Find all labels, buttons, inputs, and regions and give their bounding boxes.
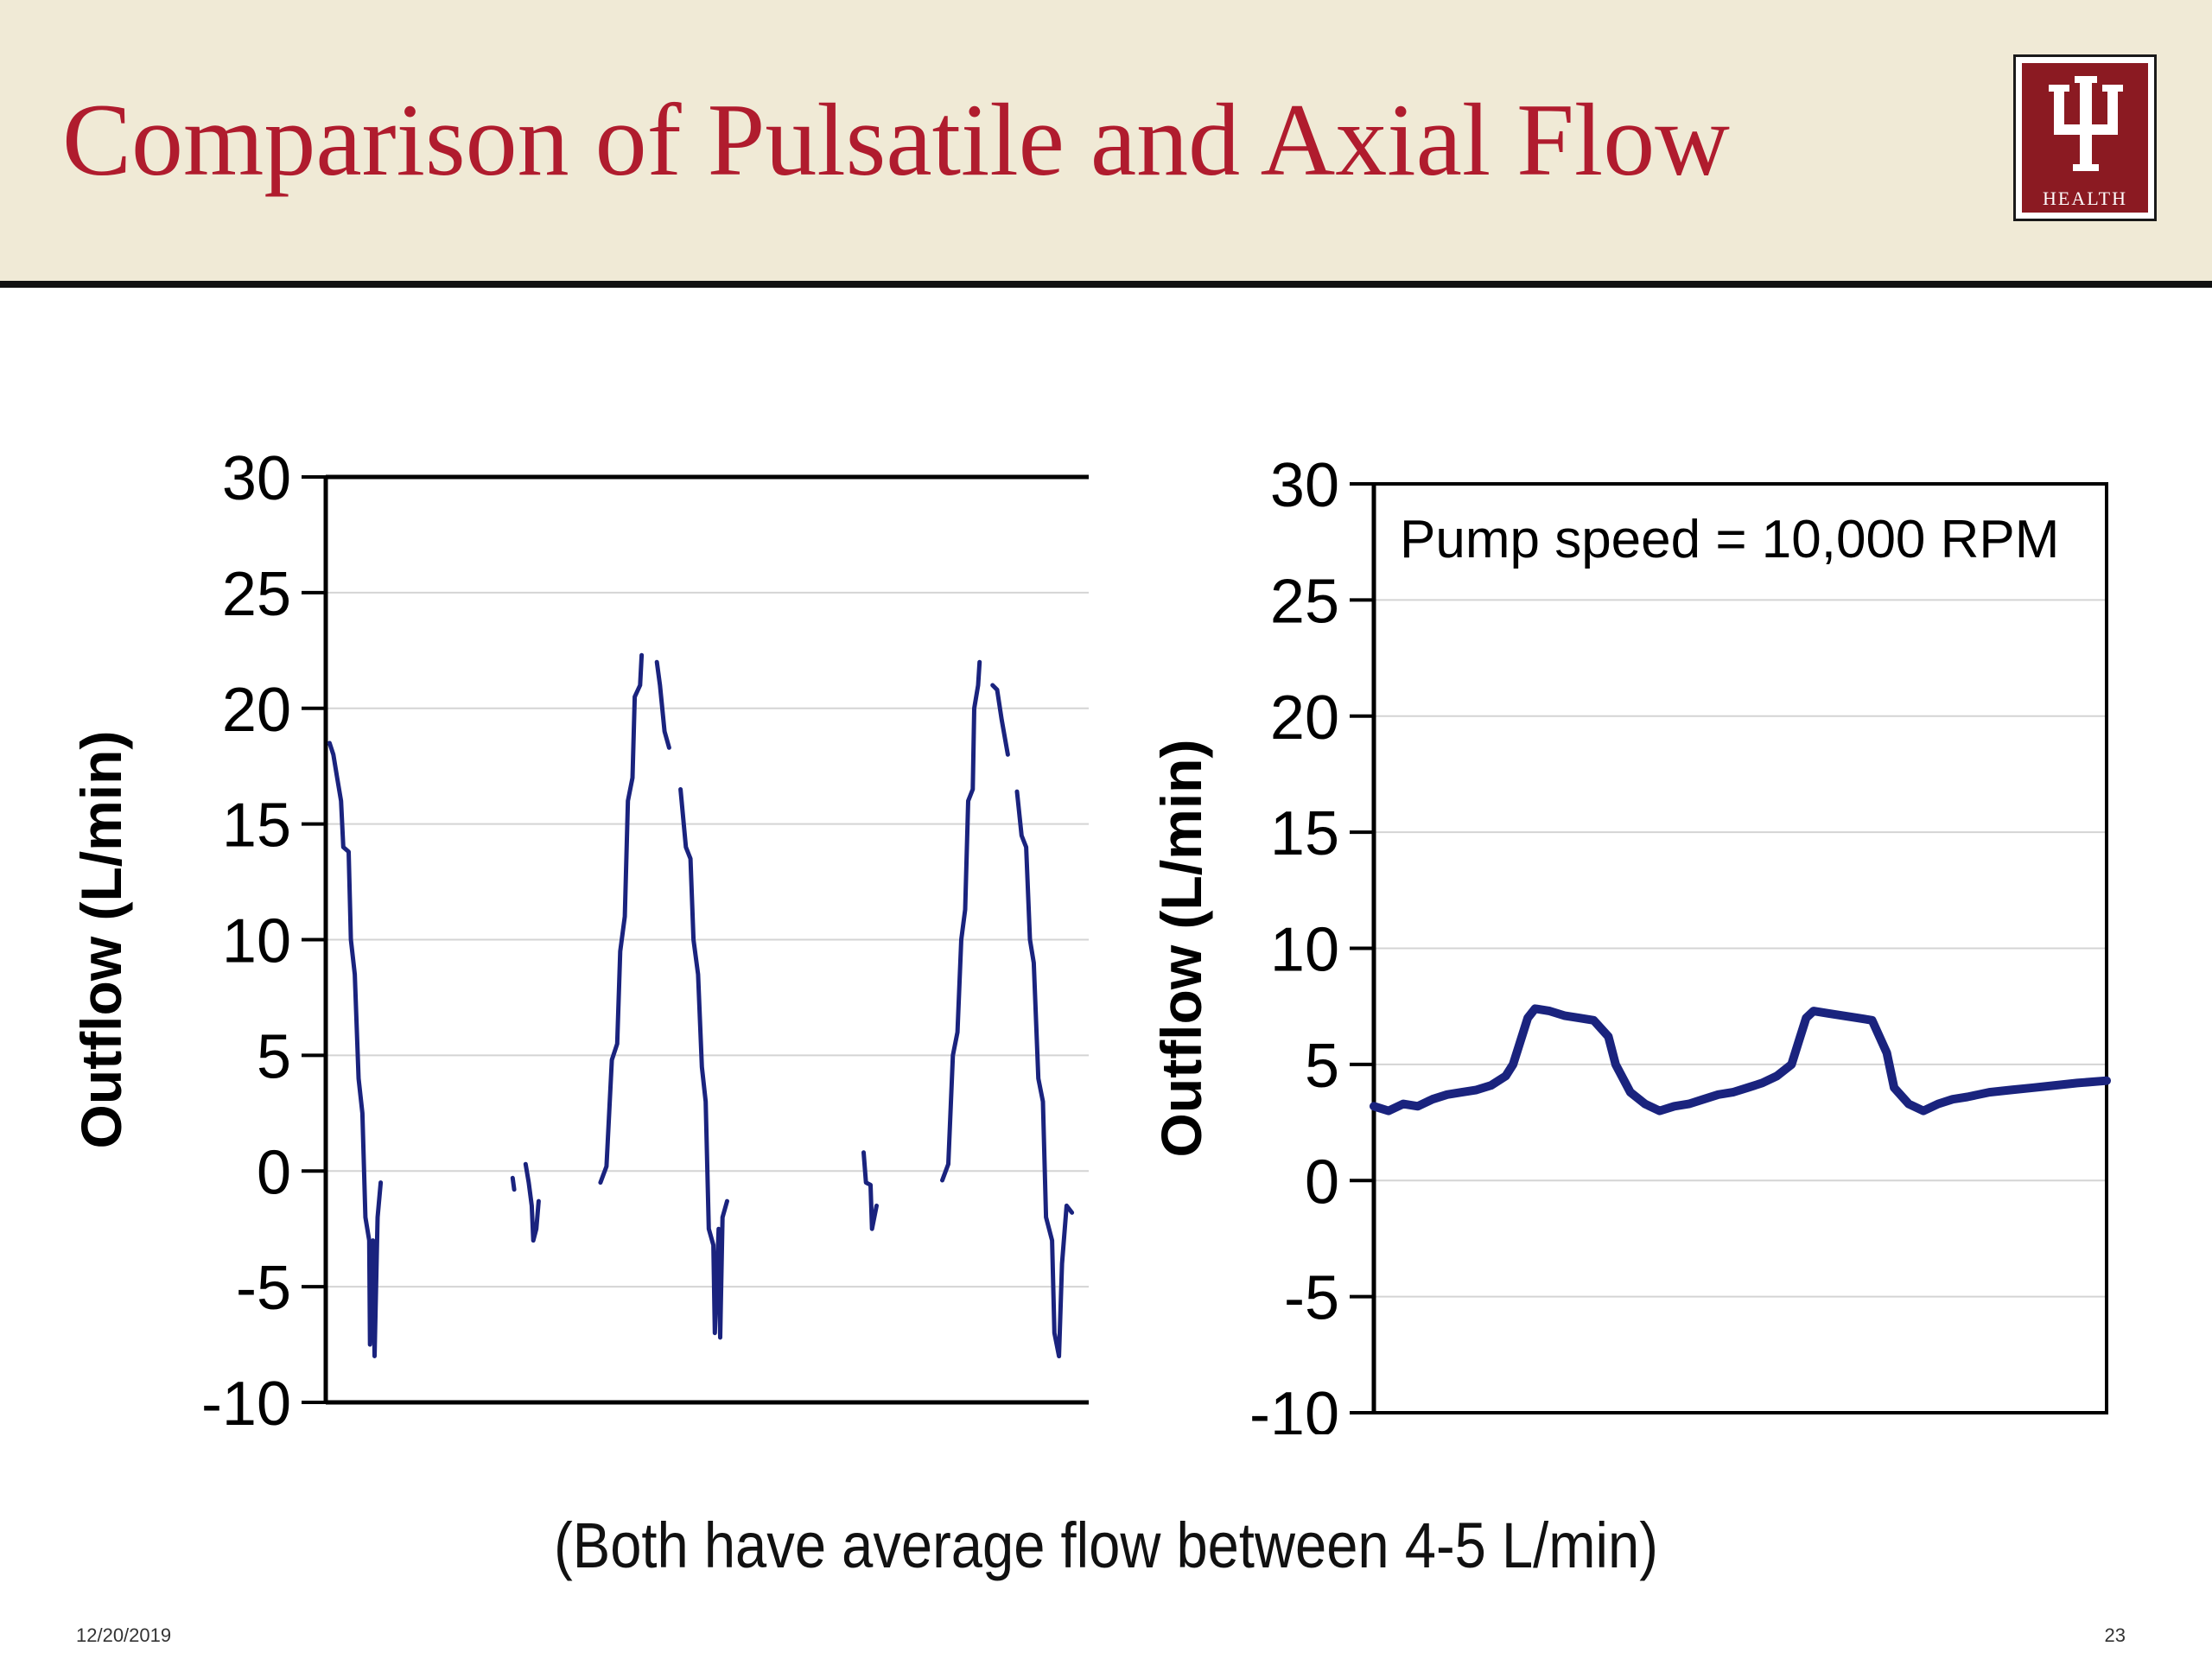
y-tick-label: 0 bbox=[1305, 1147, 1339, 1217]
slide-header bbox=[0, 0, 2212, 281]
y-tick-label: 5 bbox=[1305, 1032, 1339, 1101]
page-number: 23 bbox=[2104, 1624, 2126, 1646]
y-tick-label: -10 bbox=[201, 1370, 291, 1434]
slide-title: Comparison of Pulsatile and Axial Flow bbox=[62, 82, 1730, 197]
y-axis-title: Outflow (L/min) bbox=[1149, 740, 1213, 1158]
logo-text: HEALTH bbox=[2043, 188, 2127, 209]
series-line bbox=[1370, 1004, 2111, 1116]
y-tick-label: 15 bbox=[222, 791, 291, 861]
iu-trident-logo-icon bbox=[2049, 76, 2123, 171]
y-tick-label: 30 bbox=[222, 444, 291, 513]
iu-health-logo: HEALTH bbox=[2013, 54, 2157, 221]
footer-date: 12/20/2019 bbox=[76, 1624, 172, 1646]
header-divider bbox=[0, 281, 2212, 288]
caption: (Both have average flow between 4-5 L/mi… bbox=[554, 1510, 1658, 1581]
y-tick-label: 25 bbox=[1270, 567, 1339, 636]
y-tick-label: 20 bbox=[222, 676, 291, 745]
series-line bbox=[654, 659, 671, 750]
y-tick-label: 30 bbox=[1270, 451, 1339, 520]
pulsatile-flow-chart: 30 25 20 15 10 5 0 -5 -10 Outflow (L/min) bbox=[69, 444, 1089, 1434]
y-tick-label: 10 bbox=[1270, 916, 1339, 985]
series-line bbox=[523, 1161, 541, 1243]
y-tick-label: 25 bbox=[222, 560, 291, 629]
y-tick-label: 10 bbox=[222, 907, 291, 976]
y-tick-label: -5 bbox=[1284, 1264, 1339, 1333]
pump-speed-annotation: Pump speed = 10,000 RPM bbox=[1400, 510, 2059, 569]
series-line bbox=[327, 741, 384, 1358]
y-tick-label: 20 bbox=[1270, 683, 1339, 753]
y-tick-label: -5 bbox=[236, 1254, 291, 1323]
series-line bbox=[678, 787, 729, 1340]
series-line bbox=[990, 683, 1010, 757]
series-line bbox=[510, 1175, 517, 1192]
y-axis-title: Outflow (L/min) bbox=[69, 731, 133, 1149]
series-line bbox=[940, 659, 982, 1183]
y-tick-label: 0 bbox=[257, 1138, 291, 1207]
series-line bbox=[861, 1150, 879, 1231]
y-tick-label: -10 bbox=[1249, 1380, 1339, 1434]
y-tick-label: 15 bbox=[1270, 799, 1339, 868]
series-line bbox=[1014, 789, 1075, 1358]
y-tick-label: 5 bbox=[257, 1022, 291, 1091]
axial-flow-chart: 30 25 20 15 10 5 0 -5 -10 Outflow (L/min) Pump spe… bbox=[1149, 451, 2111, 1434]
series-line bbox=[598, 652, 645, 1185]
